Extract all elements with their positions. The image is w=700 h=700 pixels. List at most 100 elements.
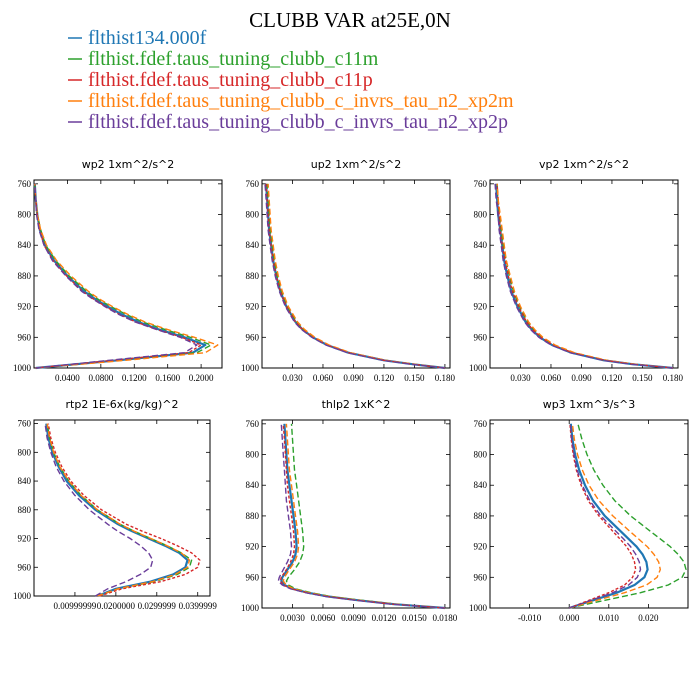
legend-entry: flthist.fdef.taus_tuning_clubb_c_invrs_t… (88, 111, 508, 133)
y-tick-label: 800 (474, 450, 488, 460)
y-tick-label: 960 (474, 332, 488, 342)
y-tick-label: 840 (474, 240, 488, 250)
x-tick-label: 0.0060 (311, 613, 336, 623)
x-tick-label: 0.0400 (55, 373, 80, 383)
x-tick-label: 0.0150 (402, 613, 427, 623)
x-tick-label: 0.0399999 (179, 601, 218, 611)
series-line (44, 423, 154, 597)
panel-3: vp2 1xm^2/s^2 760 800 840 880 920 960 1000 0.030… (469, 158, 684, 383)
series-line (496, 183, 673, 369)
plot-frame (33, 179, 223, 369)
y-tick-label: 1000 (469, 363, 488, 373)
y-tick-label: 760 (246, 419, 260, 429)
y-tick-label: 920 (18, 534, 32, 544)
y-tick-label: 880 (246, 271, 260, 281)
y-tick-label: 960 (18, 562, 32, 572)
y-tick-label: 840 (18, 476, 32, 486)
y-tick-label: 760 (18, 419, 32, 429)
series-line (568, 423, 637, 609)
x-tick-label: 0.0030 (280, 613, 305, 623)
series-line (34, 183, 202, 369)
series-line (495, 183, 674, 370)
panel-1: wp2 1xm^2/s^2 760 800 840 880 920 960 1000 0.040… (13, 158, 223, 383)
x-tick-label: 0.020 (638, 613, 659, 623)
series-line (496, 183, 673, 369)
series-line (279, 423, 445, 609)
panel-title: up2 1xm^2/s^2 (311, 158, 402, 171)
x-tick-label: 0.060 (313, 373, 334, 383)
y-tick-label: 760 (474, 419, 488, 429)
x-tick-label: 0.1600 (155, 373, 180, 383)
panel-6: wp3 1xm^3/s^3 760 800 840 880 920 960 1000 -0.01… (469, 398, 689, 623)
y-tick-label: 880 (18, 505, 32, 515)
series-line (285, 423, 445, 609)
x-tick-label: 0.120 (602, 373, 623, 383)
series-line (46, 423, 193, 597)
x-tick-label: 0.150 (404, 373, 425, 383)
series-line (569, 423, 687, 609)
y-tick-label: 1000 (13, 591, 32, 601)
plot-frame (33, 419, 211, 597)
y-tick-label: 840 (246, 240, 260, 250)
legend: flthist134.000f flthist.fdef.taus_tuning_… (68, 27, 514, 133)
series-line (265, 183, 446, 370)
panel-4: rtp2 1E-6x(kg/kg)^2 760 800 840 880 920 960 100… (13, 398, 217, 611)
panel-2: up2 1xm^2/s^2 760 800 840 880 920 960 1000 0.030… (241, 158, 456, 383)
plot-frame (261, 179, 451, 369)
y-tick-label: 960 (246, 332, 260, 342)
panel-title: wp3 1xm^3/s^3 (543, 398, 636, 411)
x-tick-label: 0.2000 (189, 373, 214, 383)
y-tick-label: 800 (18, 210, 32, 220)
x-tick-label: 0.000 (559, 613, 580, 623)
series-line (569, 423, 661, 609)
y-tick-label: 1000 (469, 603, 488, 613)
y-tick-label: 880 (474, 511, 488, 521)
legend-entry: flthist.fdef.taus_tuning_clubb_c_invrs_t… (88, 90, 514, 112)
series-line (280, 423, 445, 610)
series-line (264, 183, 445, 369)
y-tick-label: 920 (474, 302, 488, 312)
x-tick-label: -0.010 (518, 613, 542, 623)
y-tick-label: 760 (474, 179, 488, 189)
panels: wp2 1xm^2/s^2 760 800 840 880 920 960 1000 0.040… (13, 158, 689, 623)
series-line (265, 183, 445, 369)
series-line (496, 183, 673, 369)
x-tick-label: 0.180 (435, 373, 456, 383)
x-tick-label: 0.0299999 (138, 601, 177, 611)
y-tick-label: 960 (474, 572, 488, 582)
x-tick-label: 0.0120 (372, 613, 397, 623)
legend-entry: flthist.fdef.taus_tuning_clubb_c11p (88, 69, 373, 91)
x-tick-label: 0.0200000 (97, 601, 136, 611)
plot-frame (489, 179, 679, 369)
series-line (277, 423, 445, 609)
x-tick-label: 0.010 (599, 613, 620, 623)
figure-title: CLUBB VAR at25E,0N (249, 8, 451, 32)
y-tick-label: 760 (246, 179, 260, 189)
panel-5: thlp2 1xK^2 760 800 840 880 920 960 1000 0.0030 0… (241, 398, 458, 623)
series-line (34, 183, 198, 369)
y-tick-label: 840 (246, 480, 260, 490)
plot-frame (261, 419, 451, 609)
panel-title: thlp2 1xK^2 (322, 398, 391, 411)
y-tick-label: 1000 (13, 363, 32, 373)
series-line (282, 423, 445, 609)
panel-title: wp2 1xm^2/s^2 (82, 158, 175, 171)
x-tick-label: 0.120 (374, 373, 395, 383)
y-tick-label: 920 (246, 542, 260, 552)
legend-entry: flthist134.000f (88, 27, 207, 49)
y-tick-label: 840 (474, 480, 488, 490)
y-tick-label: 960 (246, 572, 260, 582)
y-tick-label: 960 (18, 332, 32, 342)
y-tick-label: 1000 (241, 363, 260, 373)
panel-title: rtp2 1E-6x(kg/kg)^2 (66, 398, 179, 411)
x-tick-label: 0.0090 (341, 613, 366, 623)
y-tick-label: 920 (474, 542, 488, 552)
y-tick-label: 880 (18, 271, 32, 281)
y-tick-label: 800 (18, 447, 32, 457)
series-line (47, 423, 201, 597)
y-tick-label: 760 (18, 179, 32, 189)
series-line (568, 423, 649, 610)
y-tick-label: 840 (18, 240, 32, 250)
x-tick-label: 0.0800 (88, 373, 113, 383)
